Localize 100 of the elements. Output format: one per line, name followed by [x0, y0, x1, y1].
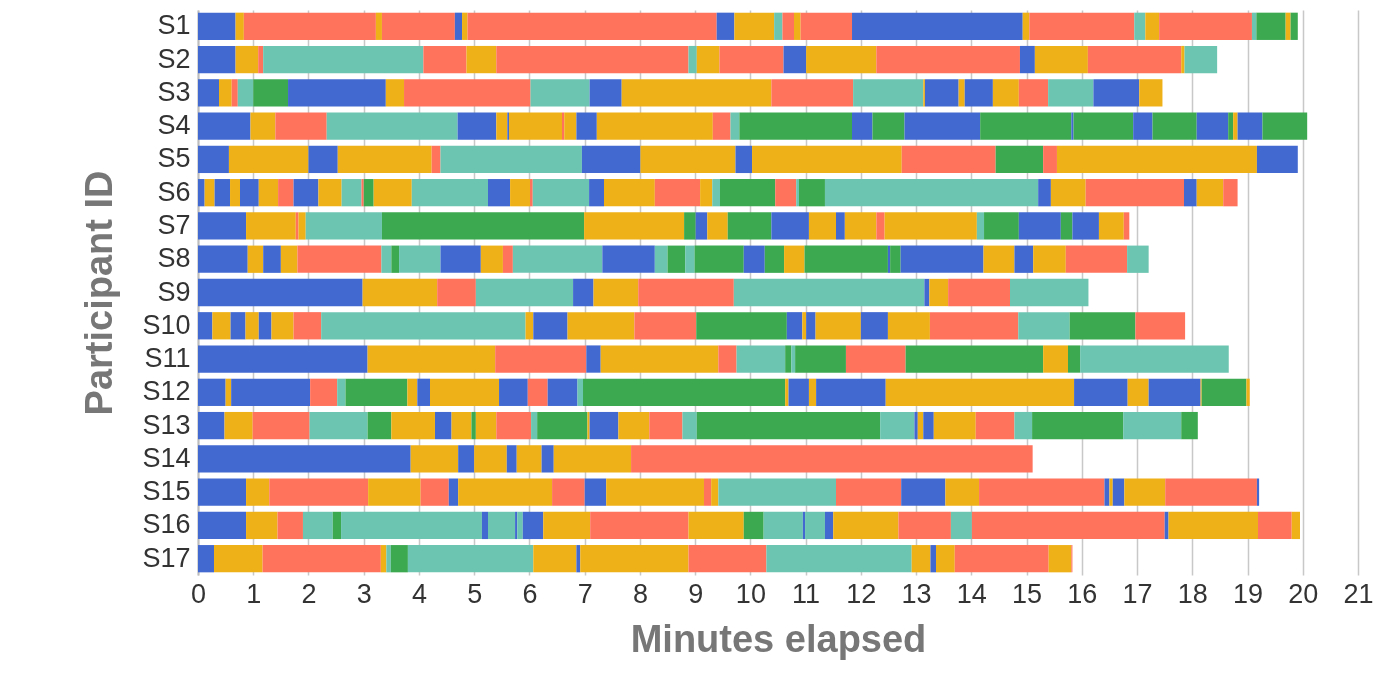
- bar: [703, 478, 712, 506]
- bar: [475, 411, 497, 440]
- bar: [1223, 179, 1238, 207]
- bar: [576, 545, 581, 573]
- bar: [1098, 212, 1124, 240]
- bar: [716, 12, 735, 40]
- bar: [375, 12, 382, 40]
- y-tick-label: S14: [142, 442, 191, 473]
- x-tick-label: 10: [735, 578, 766, 609]
- bar: [1072, 212, 1099, 240]
- bar: [1043, 345, 1068, 373]
- bar: [437, 278, 476, 307]
- bar: [1168, 511, 1259, 540]
- bar: [1085, 179, 1184, 207]
- bar: [1196, 179, 1224, 207]
- y-tick-label: S5: [157, 143, 191, 174]
- y-tick-label: S13: [142, 409, 191, 440]
- bar: [794, 12, 801, 40]
- bar: [516, 445, 542, 473]
- bar: [808, 378, 817, 406]
- bar: [198, 179, 205, 207]
- bar: [440, 245, 481, 273]
- bar: [852, 12, 1023, 40]
- bar: [502, 245, 513, 273]
- bar: [198, 312, 213, 340]
- bar: [815, 312, 861, 340]
- bar: [198, 212, 247, 240]
- y-axis-title: Participant ID: [78, 170, 121, 416]
- x-tick-label: 8: [632, 578, 648, 609]
- bar: [584, 478, 607, 506]
- bar: [901, 145, 996, 174]
- bar: [198, 345, 368, 373]
- bar: [198, 378, 226, 406]
- bar: [1246, 378, 1250, 406]
- bar: [198, 112, 251, 140]
- bar: [228, 145, 309, 174]
- bar: [911, 545, 931, 573]
- bar: [198, 478, 247, 506]
- bar: [1184, 45, 1218, 74]
- bar: [373, 179, 412, 207]
- bar: [682, 411, 697, 440]
- x-tick-label: 6: [522, 578, 538, 609]
- bar: [245, 312, 259, 340]
- bar: [495, 345, 587, 373]
- bar: [235, 12, 244, 40]
- x-axis-title: Minutes elapsed: [630, 617, 927, 660]
- bar: [198, 45, 236, 74]
- bar: [983, 245, 1015, 273]
- x-tick-label: 3: [356, 578, 372, 609]
- bar: [198, 545, 215, 573]
- bar: [824, 179, 1039, 207]
- bar: [510, 179, 530, 207]
- bar: [752, 145, 902, 174]
- bar: [474, 445, 507, 473]
- bar: [734, 12, 775, 40]
- bar: [1148, 378, 1201, 406]
- bar: [246, 212, 296, 240]
- y-tick-label: S9: [157, 276, 191, 307]
- bar: [230, 179, 240, 207]
- bar: [250, 112, 276, 140]
- bar: [262, 545, 381, 573]
- bar: [1048, 545, 1072, 573]
- y-tick-label: S8: [157, 243, 191, 274]
- bar: [1285, 12, 1291, 40]
- y-tick-label: S3: [157, 76, 191, 107]
- bar: [1014, 411, 1033, 440]
- bar: [198, 245, 248, 273]
- bar: [1133, 112, 1153, 140]
- y-tick-label: S1: [157, 10, 191, 41]
- bar: [204, 179, 215, 207]
- bar: [924, 278, 930, 307]
- y-tick-label: S4: [157, 110, 191, 141]
- bar: [924, 79, 959, 107]
- bar: [247, 245, 264, 273]
- x-tick-label: 2: [301, 578, 317, 609]
- bar: [618, 411, 650, 440]
- bar: [198, 79, 219, 107]
- y-tick-label: S15: [142, 476, 191, 507]
- bar: [212, 312, 231, 340]
- y-tick-label: S16: [142, 509, 191, 540]
- bar: [527, 378, 548, 406]
- bar: [198, 278, 363, 307]
- bar: [214, 545, 263, 573]
- bar: [258, 45, 264, 74]
- bar: [1071, 112, 1074, 140]
- bar: [976, 212, 985, 240]
- bar: [945, 478, 980, 506]
- y-tick-label: S7: [157, 209, 191, 240]
- x-tick-label: 7: [577, 578, 593, 609]
- bar: [564, 112, 577, 140]
- x-tick-label: 14: [956, 578, 987, 609]
- y-tick-label: S2: [157, 43, 191, 74]
- bar: [796, 179, 799, 207]
- bar: [269, 478, 369, 506]
- y-tick-label: S10: [142, 309, 191, 340]
- bar: [198, 411, 225, 440]
- bar: [589, 411, 619, 440]
- y-tick-label: S12: [142, 376, 191, 407]
- bar: [224, 411, 253, 440]
- bar: [901, 478, 946, 506]
